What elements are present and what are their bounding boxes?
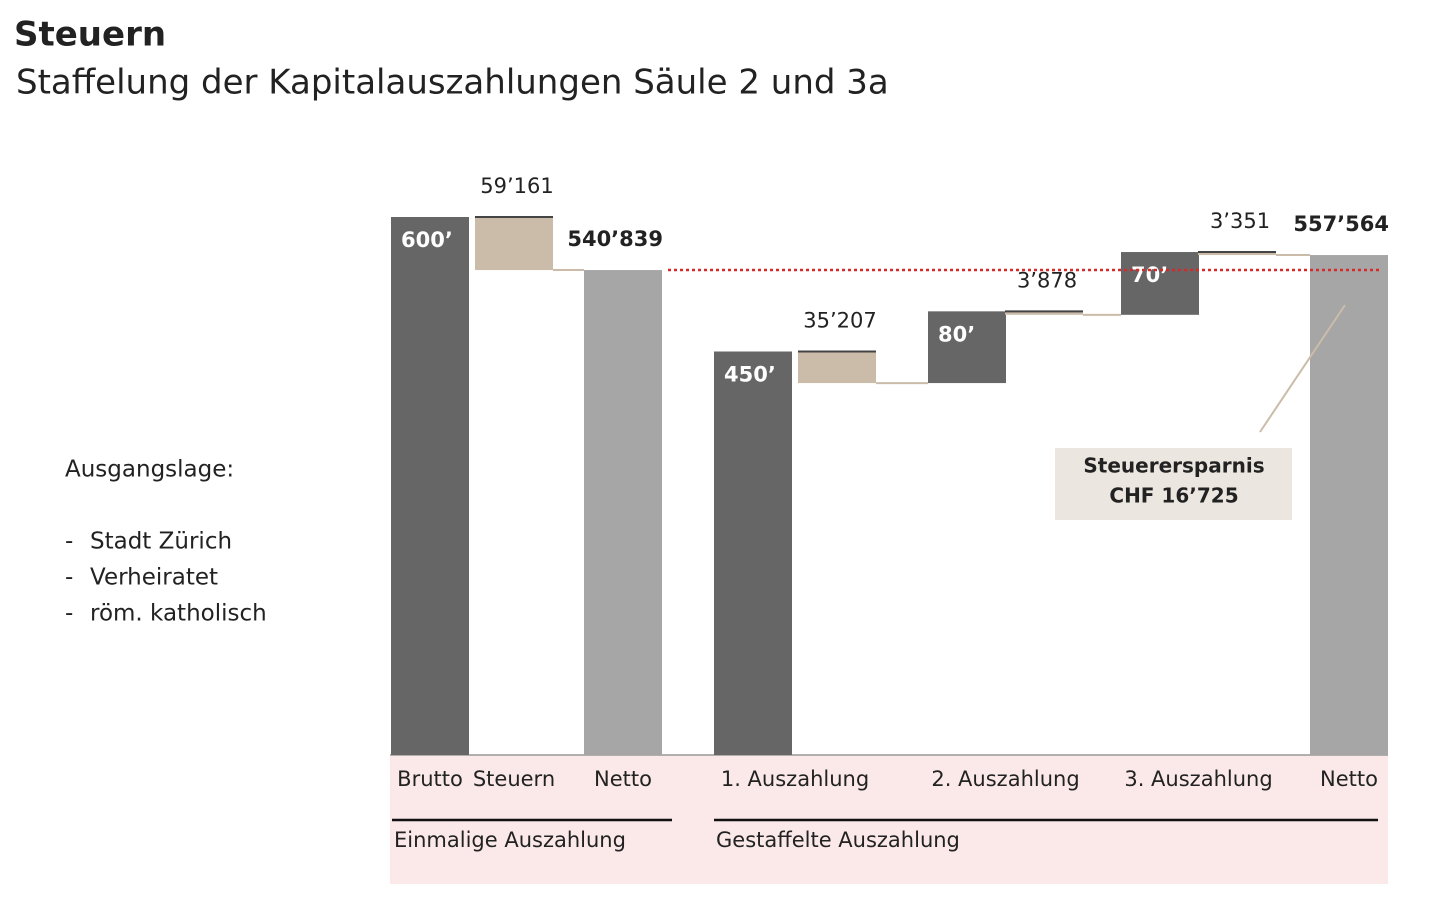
bar [1198, 252, 1276, 256]
value-label: 600’ [401, 228, 453, 252]
notes: - Stadt Zürich- Verheiratet-röm. katholisc… [65, 529, 267, 627]
value-label: 557’564 [1293, 212, 1389, 236]
value-label: 3’878 [1017, 268, 1077, 292]
bar [1310, 255, 1388, 755]
subtitle: Staffelung der Kapitalauszahlungen Säule… [16, 63, 889, 103]
plot: 600’ Brutto 59’161 Steuern 540’839 Netto Einma… [391, 174, 1389, 852]
bar [584, 270, 662, 755]
callout-box [1055, 448, 1292, 520]
notes-title: Ausgangslage: [65, 457, 234, 483]
x-tick-label: Netto [1320, 767, 1378, 791]
x-tick-label: Netto [594, 767, 652, 791]
x-tick-label: 2. Auszahlung [931, 767, 1079, 791]
x-tick-label: 3. Auszahlung [1124, 767, 1272, 791]
value-label: 35’207 [803, 309, 876, 333]
value-label: 59’161 [480, 174, 553, 198]
value-label: 450’ [724, 363, 776, 387]
callout-text: CHF 16’725 [1109, 484, 1238, 508]
note-dash: - [65, 565, 73, 591]
note: Verheiratet [90, 565, 218, 591]
x-tick-label: Steuern [473, 767, 555, 791]
value-label: 540’839 [567, 227, 663, 251]
value-label: 3’351 [1210, 209, 1270, 233]
bar [714, 351, 792, 755]
value-label: 80’ [938, 322, 975, 346]
callout-text: Steuerersparnis [1083, 454, 1264, 478]
bar [1005, 311, 1083, 315]
value-label: 70’ [1131, 263, 1168, 287]
bar [1121, 252, 1199, 315]
note-dash: - [65, 529, 73, 555]
note: röm. katholisch [90, 601, 267, 627]
group-label: Einmalige Auszahlung [394, 828, 626, 852]
note: Stadt Zürich [90, 529, 232, 555]
bar [798, 351, 876, 384]
title: Steuern [14, 15, 166, 55]
bar [391, 217, 469, 755]
bar [475, 217, 553, 271]
group-label: Gestaffelte Auszahlung [716, 828, 960, 852]
x-tick-label: Brutto [397, 767, 463, 791]
x-tick-label: 1. Auszahlung [721, 767, 869, 791]
note-dash: - [65, 601, 73, 627]
bar [928, 311, 1006, 384]
callout-pointer [1259, 304, 1346, 433]
